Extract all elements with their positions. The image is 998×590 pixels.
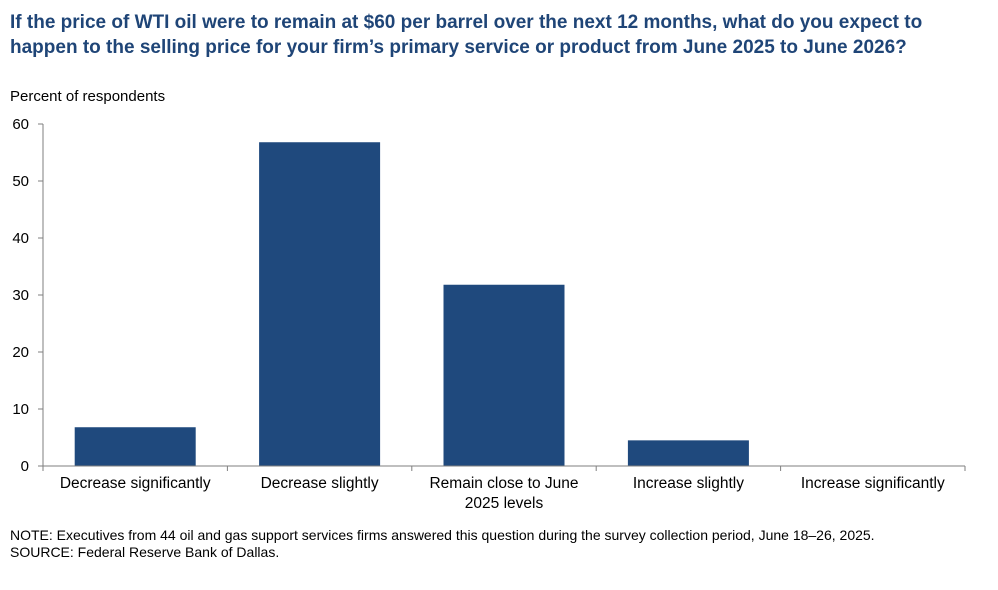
- bar-series: [74, 142, 749, 467]
- note-text: NOTE: Executives from 44 oil and gas sup…: [10, 527, 875, 543]
- y-tick-label: 20: [12, 344, 29, 361]
- y-tick-label: 10: [12, 401, 29, 418]
- source-text: SOURCE: Federal Reserve Bank of Dallas.: [10, 544, 280, 560]
- bar: [443, 284, 565, 466]
- y-tick-label: 40: [12, 230, 29, 247]
- chart-title: If the price of WTI oil were to remain a…: [10, 12, 923, 58]
- y-tick-label: 30: [12, 287, 29, 304]
- x-axis: Decrease significantly Decrease slightly R…: [42, 465, 966, 512]
- y-axis-unit-label: Percent of respondents: [10, 88, 166, 105]
- x-category-label: Decrease significantly: [60, 475, 211, 492]
- y-tick-label: 0: [21, 458, 29, 475]
- x-category-label: Remain close to June 2025 levels: [429, 475, 578, 512]
- y-axis: 0 10 20 30 40 50 60: [12, 116, 44, 475]
- x-category-label: Decrease slightly: [261, 475, 379, 492]
- bar: [74, 427, 196, 466]
- y-tick-label: 50: [12, 173, 29, 190]
- footnotes: NOTE: Executives from 44 oil and gas sup…: [10, 527, 980, 561]
- x-category-label: Increase significantly: [801, 475, 945, 492]
- y-tick-label: 60: [12, 116, 29, 133]
- bar: [627, 440, 749, 466]
- bar: [259, 142, 381, 467]
- x-category-label: Increase slightly: [633, 475, 744, 492]
